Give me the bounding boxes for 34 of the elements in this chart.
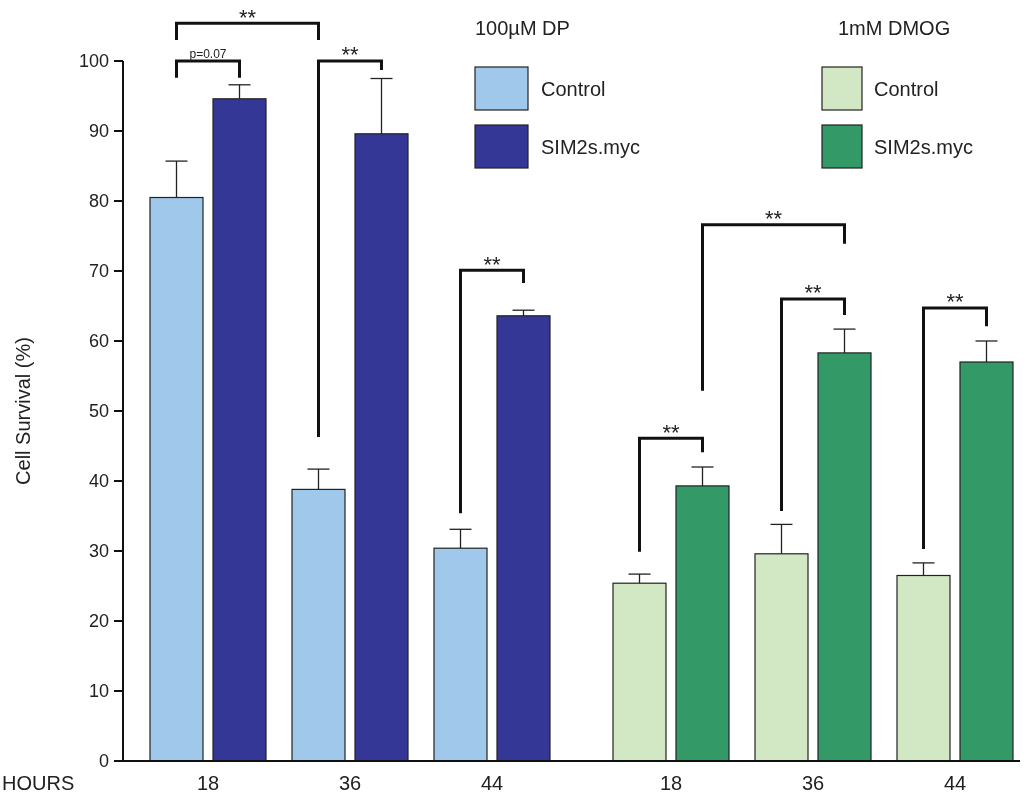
y-axis-title: Cell Survival (%)	[12, 337, 34, 485]
legend-label: Control	[541, 78, 606, 100]
annotation: p=0.07	[189, 47, 227, 61]
x-tick-label: 36	[801, 772, 825, 794]
y-tick-label: 60	[88, 331, 109, 352]
annotation: **	[662, 419, 680, 445]
x-tick-label: 44	[480, 772, 504, 794]
x-axis-title: HOURS	[2, 772, 75, 794]
bar	[496, 315, 551, 762]
y-tick-label: 100	[78, 51, 109, 72]
x-tick-label: 44	[943, 772, 967, 794]
x-tick-label: 36	[338, 772, 362, 794]
y-tick-label: 30	[88, 541, 109, 562]
text: 1mM DMOG	[838, 17, 951, 39]
legend-label: SIM2s.myc	[874, 136, 973, 158]
y-tick-label: 90	[88, 121, 109, 142]
x-tick-label: 18	[659, 772, 683, 794]
y-tick-label: 0	[98, 751, 109, 772]
y-tick-label: 10	[88, 681, 109, 702]
legend-label: Control	[874, 78, 939, 100]
y-tick-label: 70	[88, 261, 109, 282]
y-tick-label: 20	[88, 611, 109, 632]
text: 100µM DP	[475, 17, 570, 39]
annotation: **	[764, 206, 783, 232]
y-tick-label: 50	[88, 401, 109, 422]
text: **	[238, 4, 257, 30]
annotation: **	[341, 42, 359, 68]
x-tick-label: 18	[196, 772, 220, 794]
y-tick-label: 40	[88, 471, 109, 492]
y-tick-label: 80	[88, 191, 109, 212]
annotation: **	[483, 251, 501, 277]
annotation: **	[946, 289, 964, 315]
annotation: **	[804, 280, 822, 306]
legend-label: SIM2s.myc	[541, 136, 640, 158]
